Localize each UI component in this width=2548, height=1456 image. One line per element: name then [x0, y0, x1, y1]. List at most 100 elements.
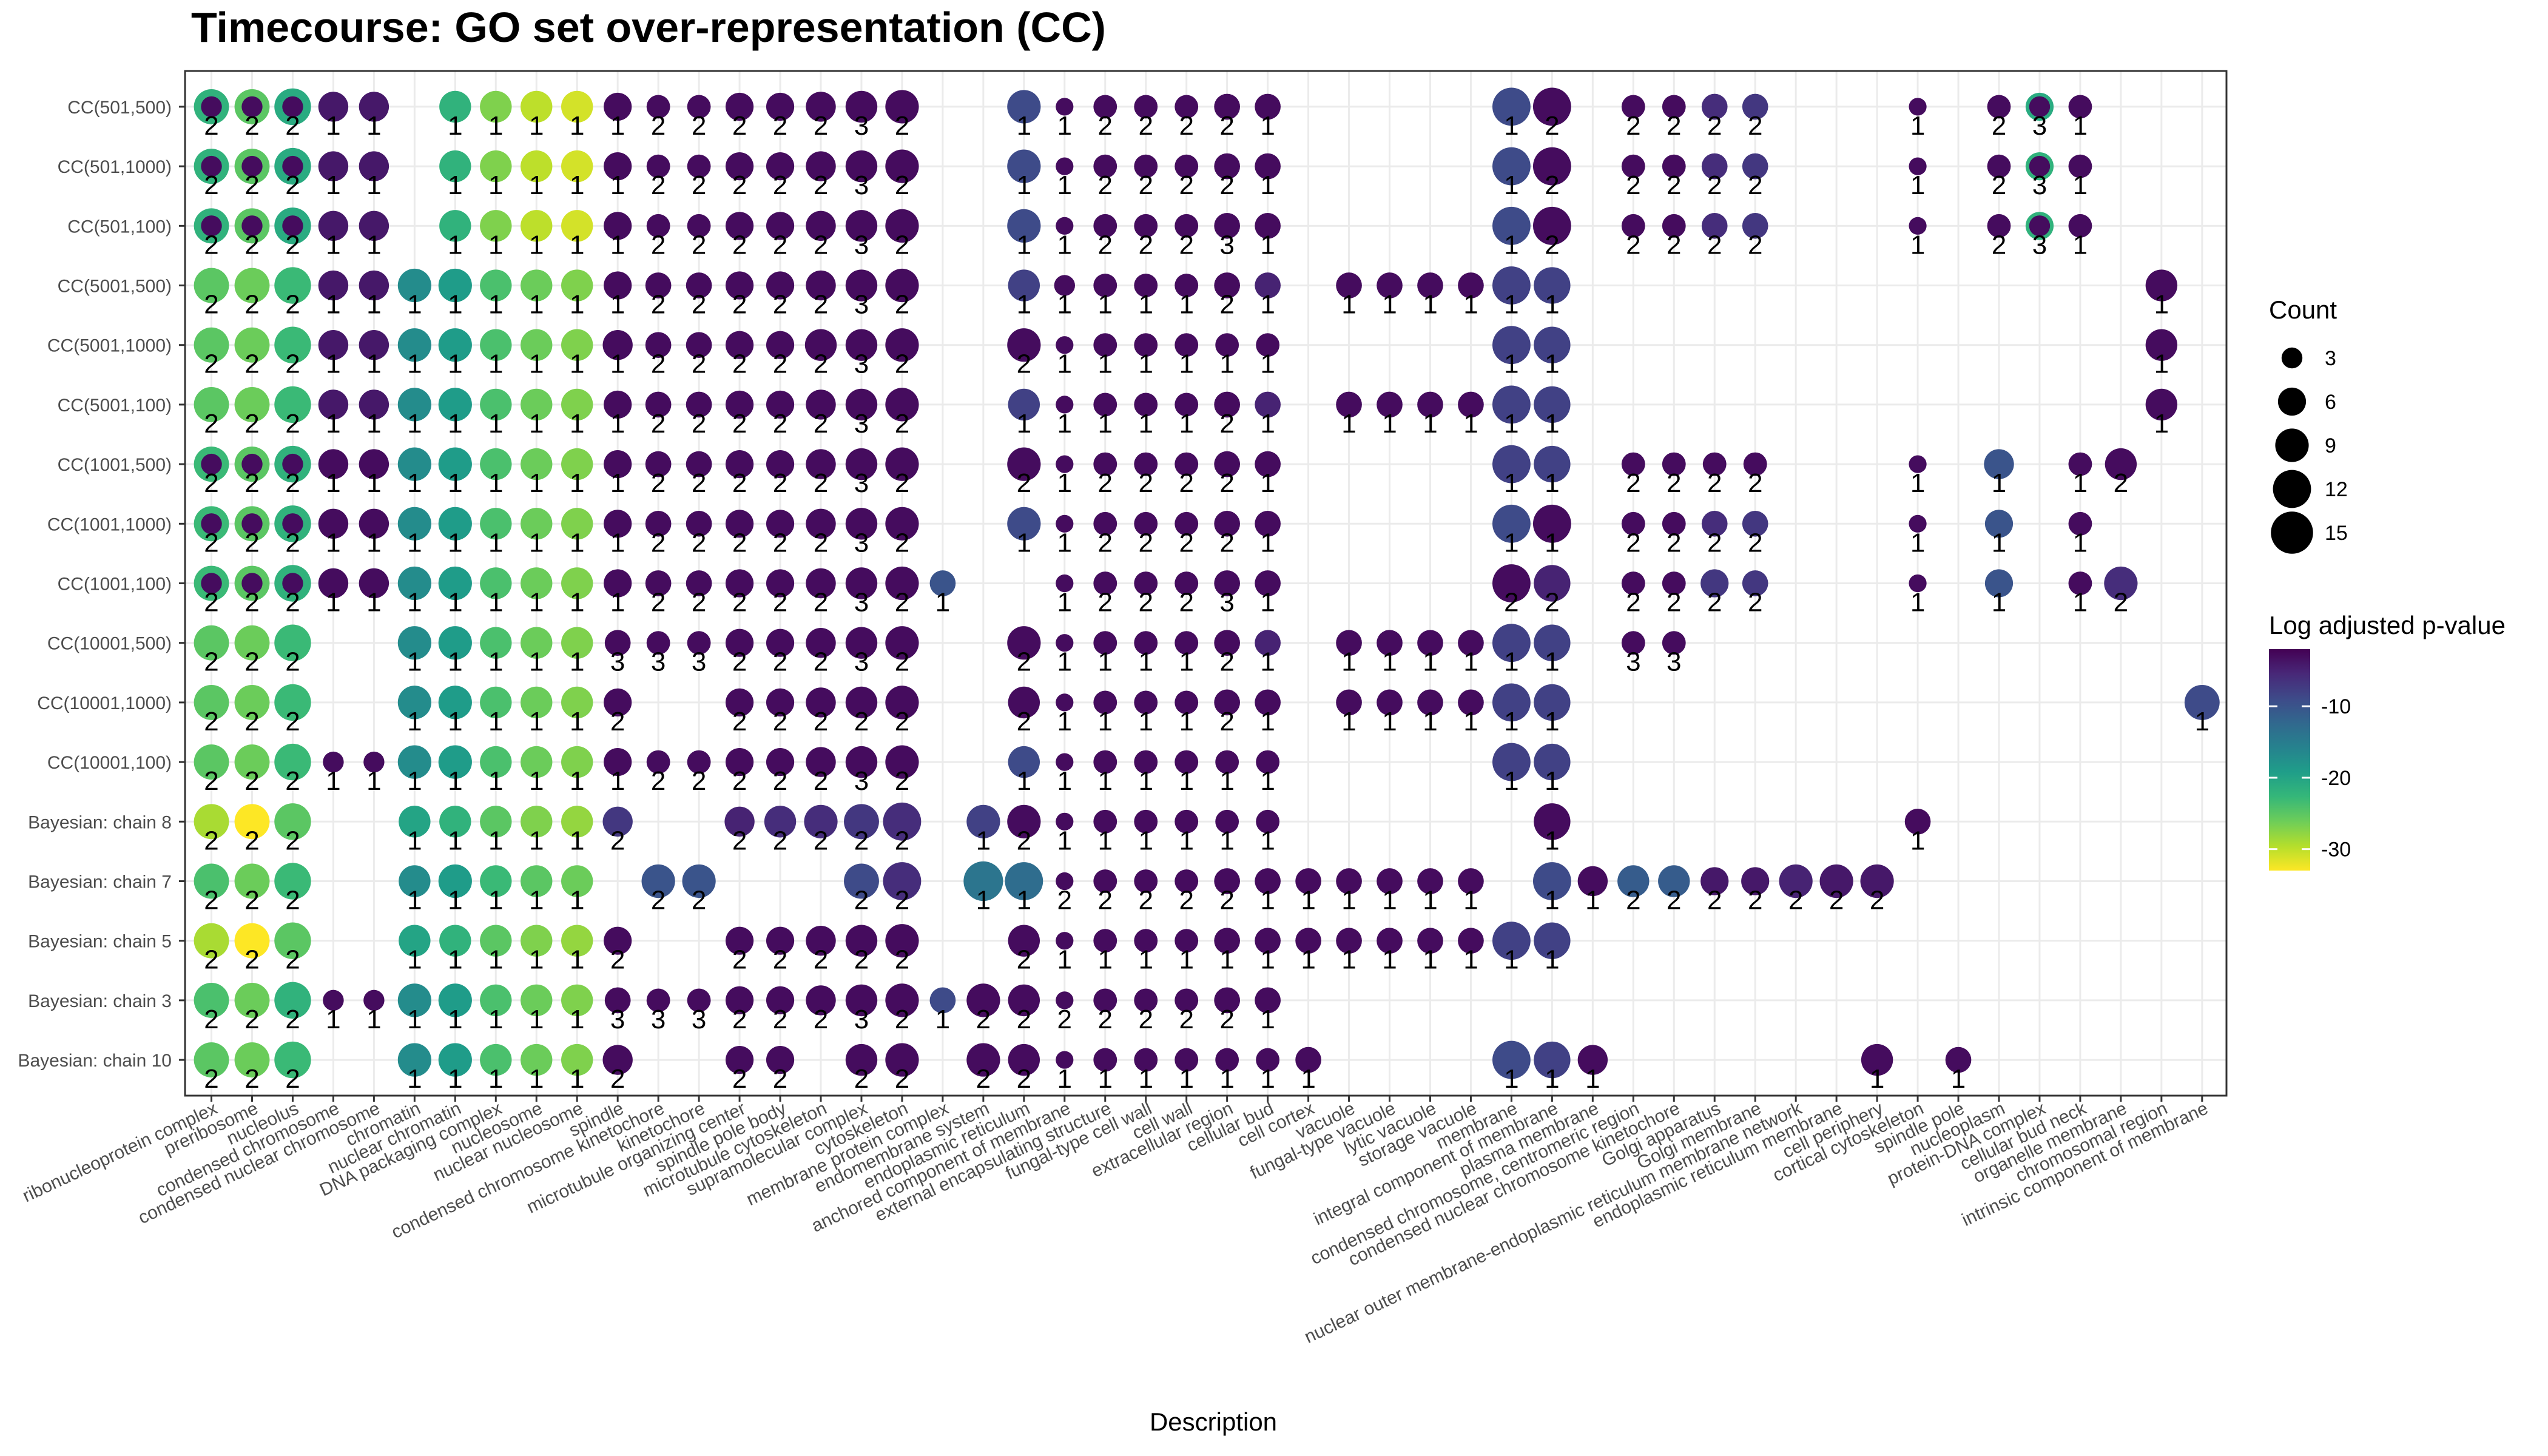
data-point — [766, 510, 795, 538]
data-point — [561, 90, 593, 123]
data-point-inner — [282, 96, 303, 118]
data-point — [521, 90, 553, 123]
count-label: 1 — [448, 349, 462, 379]
count-label: 2 — [732, 290, 747, 320]
count-label: 2 — [1098, 170, 1113, 200]
data-point — [2145, 329, 2178, 361]
data-point — [1255, 510, 1281, 537]
count-label: 1 — [935, 1005, 950, 1034]
data-point — [2068, 452, 2092, 476]
count-label: 2 — [1667, 588, 1681, 618]
data-point — [359, 389, 389, 420]
data-point — [845, 1043, 878, 1076]
count-label: 1 — [488, 409, 503, 439]
data-point — [604, 212, 632, 240]
data-point — [1007, 149, 1041, 183]
count-label: 1 — [407, 349, 422, 379]
count-label: 1 — [1545, 290, 1559, 320]
data-point — [966, 1043, 1000, 1077]
count-label: 1 — [1057, 766, 1072, 796]
count-label: 2 — [1098, 528, 1113, 558]
data-point-inner — [241, 155, 263, 177]
data-point — [561, 1043, 593, 1076]
count-label: 1 — [326, 290, 340, 320]
data-point — [521, 686, 553, 719]
count-label: 2 — [814, 528, 828, 558]
count-label: 1 — [488, 111, 503, 141]
data-point — [1256, 333, 1280, 357]
data-point — [1134, 274, 1158, 297]
count-label: 1 — [1017, 766, 1031, 796]
count-label: 2 — [732, 170, 747, 200]
count-label: 2 — [1667, 468, 1681, 498]
data-point — [604, 748, 632, 777]
y-tick-label: CC(5001,100) — [58, 396, 172, 416]
data-point — [1093, 1048, 1117, 1072]
data-point — [1662, 571, 1686, 595]
count-label: 1 — [407, 945, 422, 975]
data-point — [1662, 511, 1686, 536]
count-label: 1 — [366, 1005, 381, 1034]
count-label: 1 — [570, 826, 584, 855]
count-label: 1 — [1098, 766, 1113, 796]
data-point — [2068, 214, 2092, 238]
count-label: 1 — [366, 468, 381, 498]
count-label: 2 — [651, 170, 666, 200]
count-label: 2 — [732, 945, 747, 975]
count-label: 1 — [1463, 409, 1478, 439]
count-label: 1 — [366, 409, 381, 439]
count-label: 1 — [1179, 707, 1193, 736]
count-label: 2 — [204, 1005, 218, 1034]
count-label: 1 — [1057, 409, 1072, 439]
count-label: 2 — [895, 766, 909, 796]
data-point — [234, 327, 270, 363]
count-label: 3 — [651, 1005, 666, 1034]
count-label: 2 — [1992, 111, 2006, 141]
data-point — [604, 688, 632, 716]
data-point — [1492, 266, 1531, 305]
count-label: 1 — [610, 468, 625, 498]
data-point — [480, 806, 512, 838]
count-legend-key — [2277, 387, 2307, 416]
data-point — [363, 989, 385, 1011]
data-point — [397, 388, 431, 422]
count-label: 1 — [1545, 349, 1559, 379]
data-point — [645, 391, 672, 418]
y-tick-label: Bayesian: chain 5 — [28, 932, 172, 952]
count-label: 1 — [1341, 945, 1356, 975]
data-point — [521, 210, 553, 242]
data-point — [1175, 333, 1199, 357]
data-point — [604, 569, 632, 598]
data-point — [885, 447, 919, 481]
data-point — [561, 627, 593, 659]
count-label: 2 — [895, 290, 909, 320]
count-label: 3 — [1219, 230, 1234, 260]
count-label: 1 — [1382, 647, 1397, 677]
data-point — [885, 388, 919, 422]
data-point — [561, 806, 593, 838]
data-point-inner — [201, 215, 222, 237]
data-point-inner — [201, 513, 222, 534]
count-label: 1 — [1504, 290, 1518, 320]
count-label: 1 — [366, 111, 381, 141]
data-point — [1860, 864, 1894, 898]
data-point — [1819, 864, 1853, 898]
data-point — [1534, 565, 1571, 602]
data-point — [845, 448, 878, 480]
data-point — [1621, 95, 1645, 119]
count-label: 2 — [895, 468, 909, 498]
count-label: 1 — [529, 111, 544, 141]
count-label: 1 — [1138, 290, 1153, 320]
count-label: 1 — [1017, 230, 1031, 260]
count-label: 2 — [732, 647, 747, 677]
data-point — [1534, 743, 1571, 781]
count-label: 1 — [1545, 409, 1559, 439]
count-label: 2 — [895, 647, 909, 677]
count-label: 2 — [1707, 588, 1722, 618]
count-label: 1 — [1463, 707, 1478, 736]
count-label: 2 — [285, 647, 300, 677]
data-point — [274, 743, 311, 781]
data-point — [686, 391, 712, 418]
data-point — [766, 92, 795, 121]
count-label: 1 — [1057, 230, 1072, 260]
